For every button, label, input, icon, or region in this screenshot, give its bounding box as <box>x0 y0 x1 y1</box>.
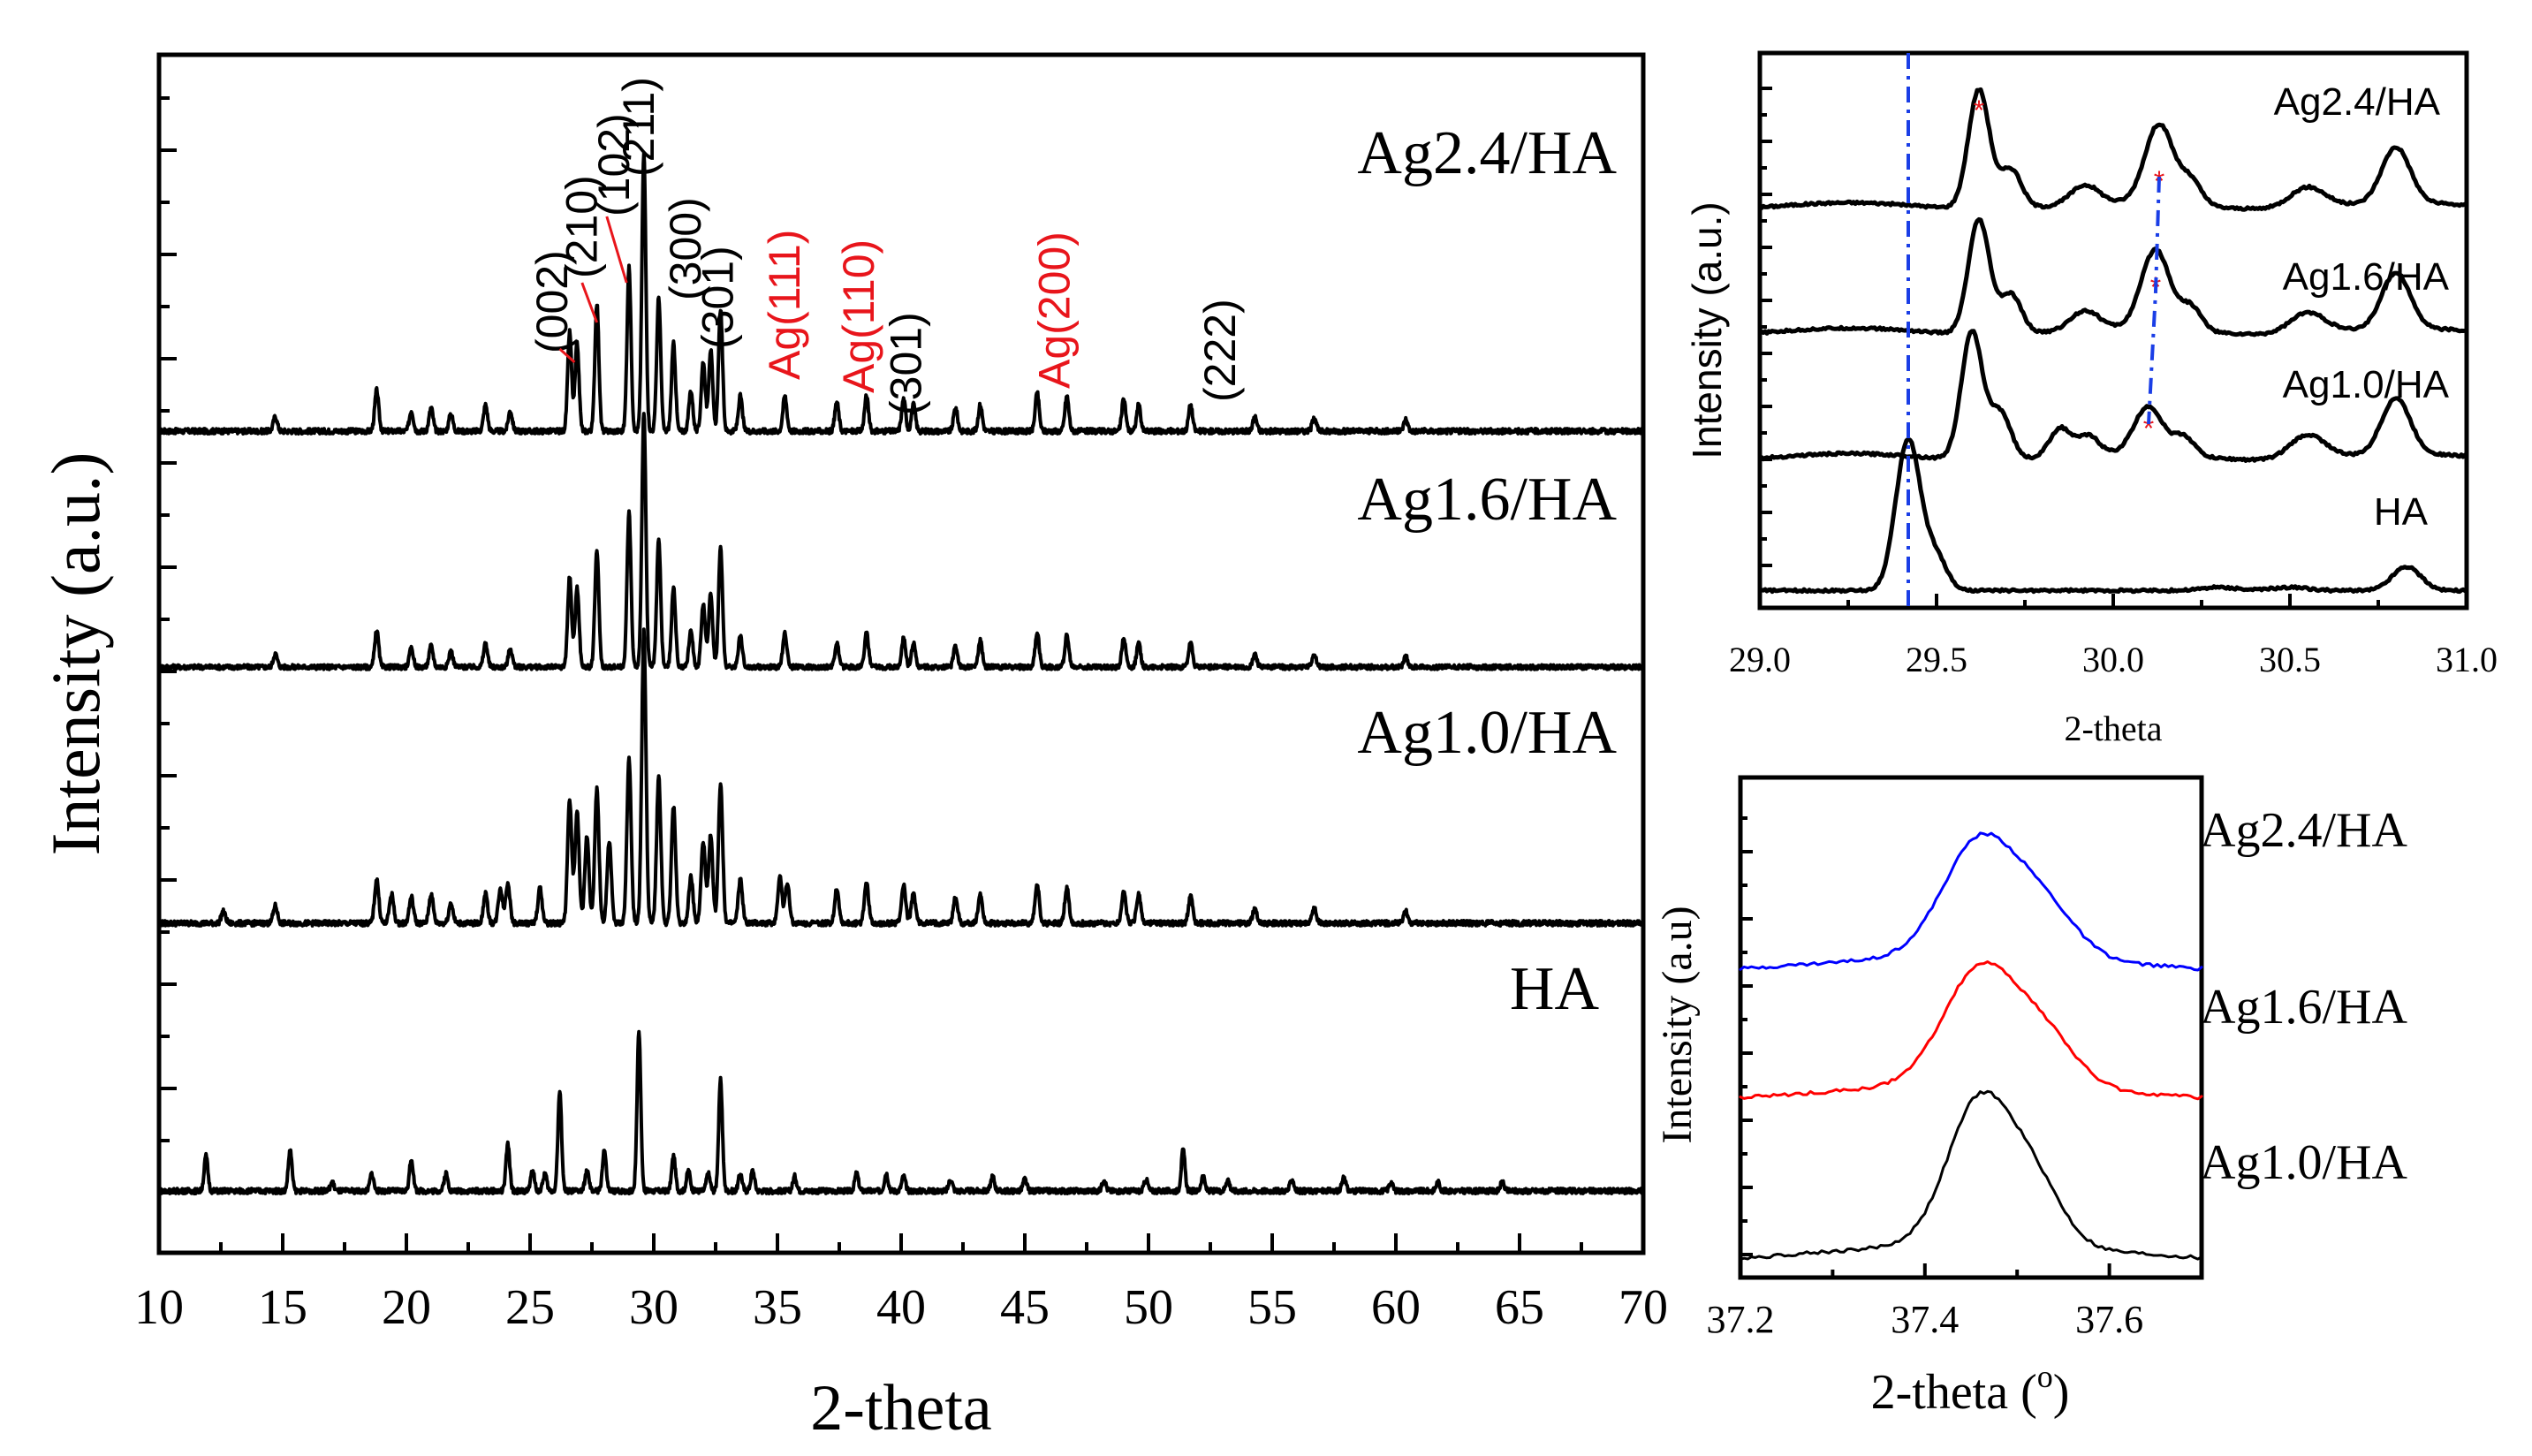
inset-top-chart: 29.0 29.5 30.0 30.5 31.0 **** 2-theta Intens… <box>1684 50 2498 748</box>
main-x-tick-label-10: 10 <box>134 1280 184 1335</box>
main-label-ha: HA <box>1510 955 1600 1023</box>
main-chart: 10 15 20 25 30 35 40 45 50 55 60 65 70 (002)(210)(10… <box>37 52 1668 1445</box>
inset-bottom-trace-ag1-0-ha <box>1739 1089 2203 1261</box>
main-label-ag10: Ag1.0/HA <box>1357 699 1617 767</box>
main-y-axis-label: Intensity (a.u.) <box>37 451 114 855</box>
inset-bottom-axis-ticks <box>1739 816 2203 1278</box>
main-x-tick-label-40: 40 <box>876 1280 926 1335</box>
inset-top-label-ha: HA <box>2374 490 2429 534</box>
inset-bottom-label-ag24: Ag2.4/HA <box>2200 803 2407 858</box>
inset-bottom-x-tick-label-37.4: 37.4 <box>1891 1298 1959 1341</box>
inset-bottom-x-tick-label-37.2: 37.2 <box>1707 1298 1775 1341</box>
main-annotation-leader-1 <box>580 282 599 323</box>
main-x-tick-label-50: 50 <box>1124 1280 1173 1335</box>
inset-top-reference-line <box>1907 53 2161 608</box>
main-annotation-222-10: (222) <box>1195 299 1245 402</box>
inset-bottom-chart: 37.2 37.4 37.6 2-theta (o) Intensity (a.u)… <box>1654 775 2407 1420</box>
inset-top-peak-marker-0: * <box>1974 95 1984 126</box>
inset-bottom-y-axis-label: Intensity (a.u) <box>1654 906 1701 1143</box>
main-annotation-102-2: (102) <box>589 113 639 216</box>
main-x-tick-labels: 10 15 20 25 30 35 40 45 50 55 60 65 70 <box>134 1280 1668 1335</box>
inset-top-label-ag16: Ag1.6/HA <box>2283 255 2450 299</box>
inset-top-y-axis-label: Intensity (a.u.) <box>1684 201 1730 459</box>
inset-top-x-tick-labels: 29.0 29.5 30.0 30.5 31.0 <box>1729 640 2498 679</box>
main-annotation-301-8: (301) <box>881 312 930 415</box>
inset-top-x-tick-label-30.0: 30.0 <box>2082 640 2144 679</box>
main-trace-ag1-0-ha <box>157 627 1645 928</box>
inset-top-trace-ag1-0-ha <box>1757 329 2469 463</box>
inset-bottom-x-tick-labels: 37.2 37.4 37.6 <box>1707 1298 2144 1341</box>
main-x-tick-label-60: 60 <box>1371 1280 1421 1335</box>
main-label-ag24: Ag2.4/HA <box>1357 119 1617 187</box>
main-peak-annotations: (002)(210)(102)(211)(300)(301) Ag(111) Ag(… <box>527 77 1245 415</box>
main-x-tick-label-35: 35 <box>753 1280 802 1335</box>
inset-top-x-tick-label-30.5: 30.5 <box>2259 640 2321 679</box>
main-x-tick-label-25: 25 <box>505 1280 555 1335</box>
inset-top-axis-ticks <box>1758 87 2468 608</box>
main-x-tick-label-15: 15 <box>258 1280 307 1335</box>
inset-bottom-trace-ag2-4-ha <box>1739 831 2203 972</box>
main-annotation-002-0: (002) <box>527 250 577 353</box>
main-annotation-leader-2 <box>605 216 628 284</box>
inset-bottom-trace-ag1-6-ha <box>1739 960 2203 1101</box>
inset-bottom-label-ag10: Ag1.0/HA <box>2200 1135 2407 1190</box>
main-trace-ag1-6-ha <box>157 412 1645 671</box>
inset-top-x-axis-label: 2-theta <box>2064 709 2162 748</box>
main-annotation-301-5: (301) <box>694 246 743 349</box>
inset-top-traces: **** <box>1757 87 2469 595</box>
inset-bottom-label-ag16: Ag1.6/HA <box>2200 980 2407 1035</box>
inset-top-label-ag24: Ag2.4/HA <box>2274 80 2441 124</box>
inset-top-trace-ag2-4-ha <box>1757 87 2469 212</box>
inset-top-x-tick-label-31.0: 31.0 <box>2436 640 2498 679</box>
main-x-tick-label-55: 55 <box>1247 1280 1297 1335</box>
inset-top-x-tick-label-29.0: 29.0 <box>1729 640 1791 679</box>
main-label-ag16: Ag1.6/HA <box>1357 466 1617 534</box>
main-annotation-leader-0 <box>558 347 576 364</box>
main-x-tick-label-45: 45 <box>1000 1280 1050 1335</box>
main-annotation-ag-111-6: Ag(111) <box>760 230 809 380</box>
main-traces <box>157 151 1645 1195</box>
main-x-tick-label-70: 70 <box>1619 1280 1668 1335</box>
main-annotation-211-3: (211) <box>614 77 663 177</box>
main-axis-ticks <box>157 96 1645 1253</box>
main-x-tick-label-30: 30 <box>629 1280 678 1335</box>
inset-top-trace-ag1-6-ha <box>1757 216 2469 337</box>
inset-bottom-x-tick-label-37.6: 37.6 <box>2075 1298 2143 1341</box>
inset-top-x-tick-label-29.5: 29.5 <box>1906 640 1967 679</box>
inset-top-trace-ha <box>1757 436 2469 595</box>
inset-bottom-plot-frame <box>1738 775 2204 1280</box>
main-x-tick-label-65: 65 <box>1495 1280 1544 1335</box>
main-trace-ha <box>157 1029 1645 1195</box>
main-x-tick-label-20: 20 <box>382 1280 431 1335</box>
main-trace-ag2-4-ha <box>157 151 1645 436</box>
main-annotation-210-1: (210) <box>557 175 607 278</box>
inset-top-shift-guide-line <box>2147 176 2161 425</box>
main-annotation-300-4: (300) <box>661 197 710 300</box>
inset-bottom-traces <box>1739 831 2203 1261</box>
inset-top-peak-marker-3: * <box>2143 413 2154 444</box>
inset-top-label-ag10: Ag1.0/HA <box>2283 363 2450 406</box>
main-annotation-ag-110-7: Ag(110) <box>834 239 883 393</box>
main-x-axis-label: 2-theta <box>810 1372 991 1445</box>
main-annotation-ag-200-9: Ag(200) <box>1029 231 1079 389</box>
inset-bottom-x-axis-label: 2-theta (o) <box>1871 1359 2070 1420</box>
